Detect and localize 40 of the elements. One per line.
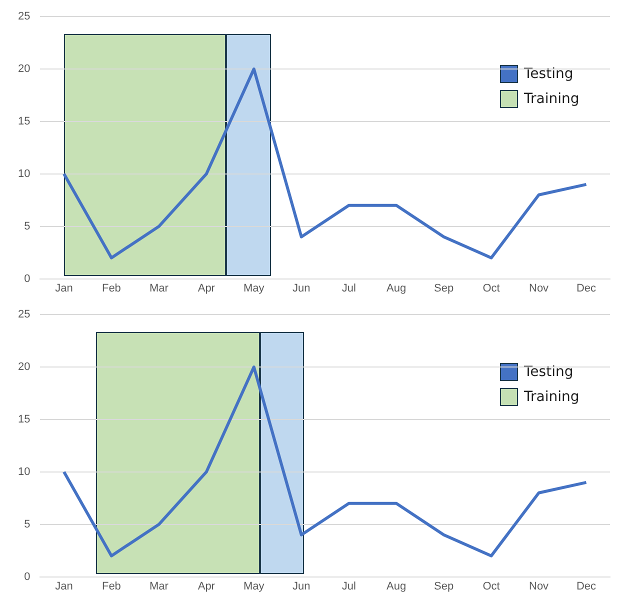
x-tick-label: Jan <box>55 282 73 294</box>
y-tick-label: 0 <box>24 272 30 285</box>
y-tick-label: 15 <box>18 414 30 426</box>
x-tick-label: May <box>244 580 265 592</box>
y-tick-label: 5 <box>24 220 30 232</box>
y-tick-label: 0 <box>24 570 30 583</box>
x-tick-label: Dec <box>576 282 597 294</box>
y-tick-label: 15 <box>18 116 30 128</box>
y-tick-label: 20 <box>18 63 30 76</box>
x-tick-label: May <box>244 282 265 294</box>
x-tick-label: Jun <box>292 282 310 294</box>
y-tick-label: 5 <box>24 518 30 530</box>
y-tick-label: 10 <box>18 466 30 478</box>
x-tick-label: Aug <box>386 282 406 294</box>
x-tick-label: Sep <box>434 282 454 294</box>
x-tick-label: Feb <box>102 580 121 592</box>
y-tick-label: 25 <box>18 308 30 321</box>
x-tick-label: Jul <box>342 580 356 592</box>
annotation: Testing <box>524 364 574 380</box>
x-tick-label: Apr <box>198 580 216 592</box>
x-tick-label: Jul <box>342 282 356 294</box>
y-tick-label: 20 <box>18 361 30 374</box>
x-tick-label: Mar <box>149 282 169 294</box>
x-tick-label: Mar <box>149 580 169 592</box>
x-tick-label: Jan <box>55 580 73 592</box>
annotation: Testing <box>524 66 574 82</box>
x-tick-label: Apr <box>198 282 216 294</box>
y-tick-label: 10 <box>18 168 30 180</box>
annotation: Training <box>524 91 580 108</box>
x-tick-label: Oct <box>482 580 500 592</box>
y-tick-label: 25 <box>18 10 30 23</box>
x-tick-label: Jun <box>292 580 310 592</box>
x-tick-label: Oct <box>482 282 500 294</box>
x-tick-label: Nov <box>529 580 550 592</box>
x-tick-label: Sep <box>434 580 454 592</box>
x-tick-label: Feb <box>102 282 121 294</box>
x-tick-label: Aug <box>386 580 406 592</box>
x-tick-label: Dec <box>576 580 597 592</box>
annotation: Training <box>524 389 580 406</box>
x-tick-label: Nov <box>529 282 550 294</box>
